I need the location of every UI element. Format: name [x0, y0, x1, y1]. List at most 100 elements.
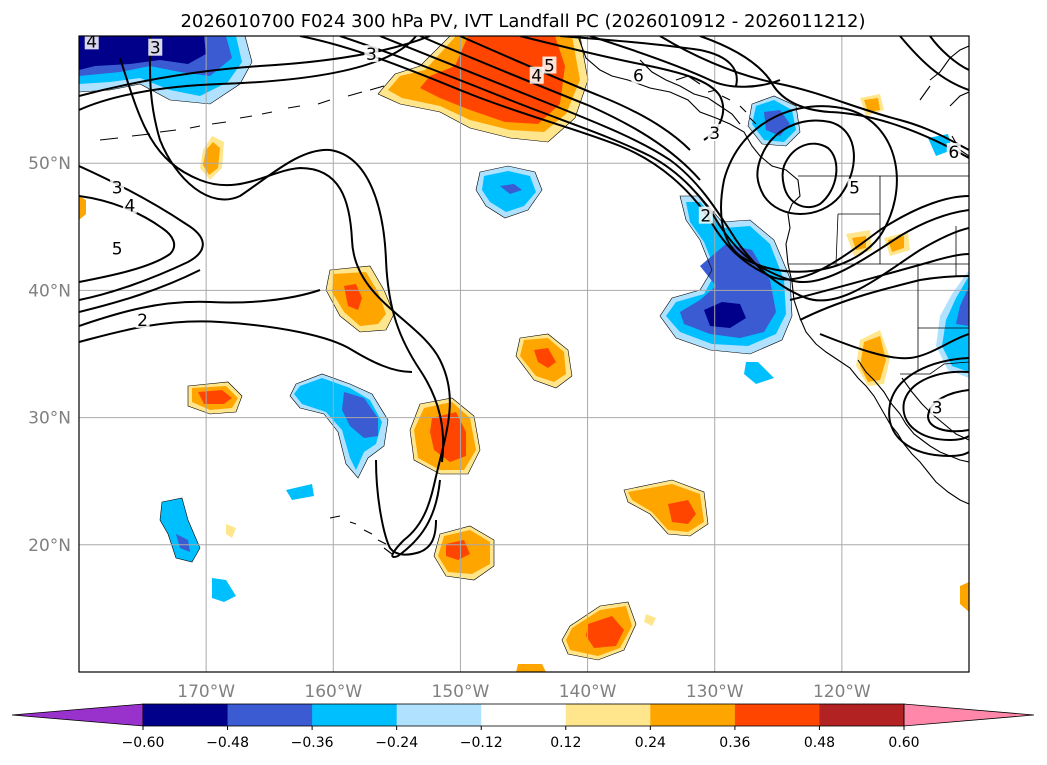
- pv-contour-8: [459, 36, 691, 151]
- pv-contours: [79, 36, 969, 558]
- outline-139w: [561, 601, 637, 661]
- pv-contour-2-loop: [79, 289, 321, 327]
- lon-tick-label: 120°W: [813, 682, 871, 702]
- pv-contour-interior-1: [789, 253, 969, 301]
- contour-label-bg: [698, 206, 713, 224]
- contour-label: 2: [137, 311, 148, 331]
- colorbar-tick-label: −0.24: [375, 735, 418, 751]
- pos-anomaly-tiny-1: [226, 524, 236, 538]
- pv-contour-4-north: [299, 36, 969, 281]
- pv-contour-6-north: [379, 36, 969, 302]
- hawaii-islands: [329, 515, 393, 555]
- neg-anomaly-nw-corner-core: [79, 36, 206, 70]
- pos-anomaly-interior-2-core: [852, 236, 866, 250]
- colorbar-tick-label: −0.36: [291, 735, 334, 751]
- outline-gulf: [377, 36, 589, 143]
- contour-label-bg: [110, 178, 125, 196]
- pos-anomaly-139w-core: [586, 616, 624, 648]
- contour-label-bg: [148, 38, 163, 56]
- pos-anomaly-143w-core: [534, 348, 556, 368]
- pv-contour-5-west: [79, 195, 176, 283]
- colorbar-segment: [312, 704, 398, 726]
- pv-contour-inner-loop: [148, 36, 445, 463]
- pv-contour-4-west: [79, 269, 201, 313]
- pos-anomaly-baja-mid: [860, 336, 886, 382]
- outline-central: [475, 165, 543, 219]
- lat-tick-label: 50°N: [28, 154, 71, 174]
- pv-contour-6-label: [589, 36, 781, 88]
- contour-label-bg: [946, 143, 961, 161]
- anomaly-outlines: [79, 36, 801, 661]
- lat-tick-label: 20°N: [28, 536, 71, 556]
- lat-tick-label: 40°N: [28, 281, 71, 301]
- pv-contour-bc-closed-2: [781, 142, 838, 209]
- pos-anomaly-151w-core: [430, 412, 466, 462]
- map-frame: [78, 35, 970, 673]
- neg-anomaly-170w-south: [160, 498, 200, 562]
- contour-label: 6: [948, 143, 959, 163]
- outline-133w: [623, 479, 709, 537]
- neg-anomaly-central-core: [500, 184, 522, 194]
- contour-label-bg: [84, 36, 99, 50]
- pv-contour-sw-us-closed-2: [926, 389, 969, 433]
- colorbar-segment: [650, 704, 736, 726]
- pv-contour-ne-2: [929, 36, 969, 71]
- contour-label: 6: [633, 67, 644, 87]
- colorbar-tick-label: −0.12: [460, 735, 503, 751]
- axis-ticks: 170°W 160°W 150°W 140°W 130°W 120°W 20°N 30°N 40…: [28, 154, 871, 702]
- outline-150w-south: [433, 525, 495, 581]
- border-us-mexico: [900, 361, 969, 375]
- neg-anomaly-east-edge-core: [956, 286, 969, 326]
- pos-anomaly-133w-core: [668, 500, 696, 524]
- contour-label: 3: [112, 179, 123, 199]
- outline-pnw: [659, 195, 793, 355]
- colorbar-segment: [227, 704, 313, 726]
- ivt-shading: [79, 36, 969, 672]
- contour-label: 5: [544, 57, 555, 77]
- neg-anomaly-170w-south-core: [176, 534, 190, 552]
- outline-bc: [747, 95, 801, 147]
- pv-contour-north-right: [659, 36, 969, 151]
- pv-contour-hawaii-loop: [375, 459, 437, 556]
- pos-anomaly-interior-1-core: [864, 98, 880, 112]
- pv-contour-sw-us-closed-1: [902, 370, 969, 442]
- pv-contour-bc-closed-1: [756, 119, 855, 215]
- colorbar-tick-label: 0.60: [888, 735, 919, 751]
- colorbar-extend-min: [11, 703, 144, 727]
- contour-label: 5: [112, 240, 123, 260]
- colorbar-tick-label: 0.12: [550, 735, 581, 751]
- pv-contour-far-ne: [699, 36, 969, 159]
- outline-160w: [325, 265, 395, 333]
- contour-label: 2: [700, 207, 711, 227]
- colorbar-segment: [734, 704, 820, 726]
- contour-label-bg: [364, 45, 379, 63]
- outline-151w: [409, 397, 481, 475]
- contour-label: 3: [932, 399, 943, 419]
- contour-label-bg: [529, 66, 544, 84]
- figure-title: 2026010700 F024 300 hPa PV, IVT Landfall…: [180, 11, 865, 32]
- colorbar-tick-label: −0.48: [206, 735, 249, 751]
- contour-label-bg: [930, 398, 945, 416]
- pv-contour-2: [79, 320, 413, 373]
- colorbar-segment: [819, 704, 905, 726]
- coast-alaska-south: [577, 36, 801, 205]
- neg-anomaly-160w-core: [342, 392, 378, 438]
- colorbar-segment: [396, 704, 482, 726]
- colorbar-tick-label: 0.24: [635, 735, 666, 751]
- pv-contour-sw-us-1: [819, 333, 969, 360]
- colorbar-tick-label: −0.60: [122, 735, 165, 751]
- contour-label: 4: [86, 32, 97, 52]
- neg-anomaly-tiny-3: [744, 362, 774, 384]
- pos-anomaly-interior-3-core: [888, 236, 904, 252]
- coast-aleutians: [99, 85, 385, 141]
- pos-anomaly-bottom: [516, 664, 546, 672]
- contour-label: 3: [150, 39, 161, 59]
- pv-contour-ne-1: [899, 36, 969, 91]
- graticule: [79, 36, 969, 672]
- outline-143w: [515, 333, 573, 389]
- contour-label-bg: [135, 310, 150, 328]
- pv-contour-outer-loop: [79, 36, 417, 111]
